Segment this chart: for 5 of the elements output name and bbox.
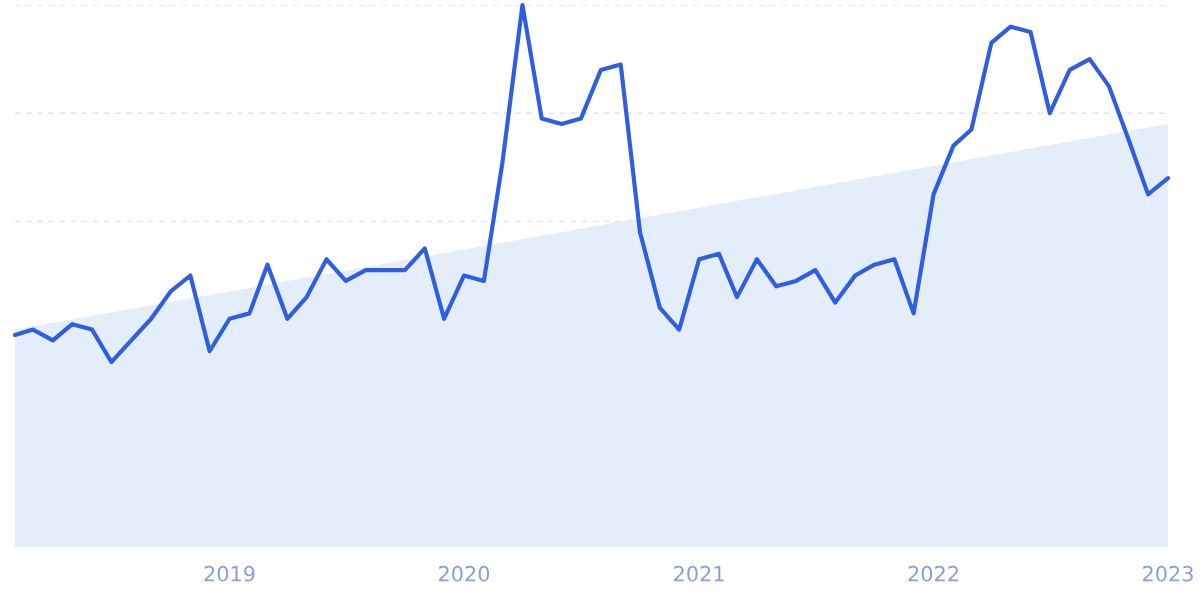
x-tick-label: 2020 — [439, 565, 490, 582]
x-tick-label: 2019 — [204, 565, 255, 582]
x-tick-label: 2022 — [908, 565, 958, 582]
x-tick-label: 2021 — [674, 565, 724, 582]
x-tick-label: 2023 — [1143, 565, 1193, 582]
